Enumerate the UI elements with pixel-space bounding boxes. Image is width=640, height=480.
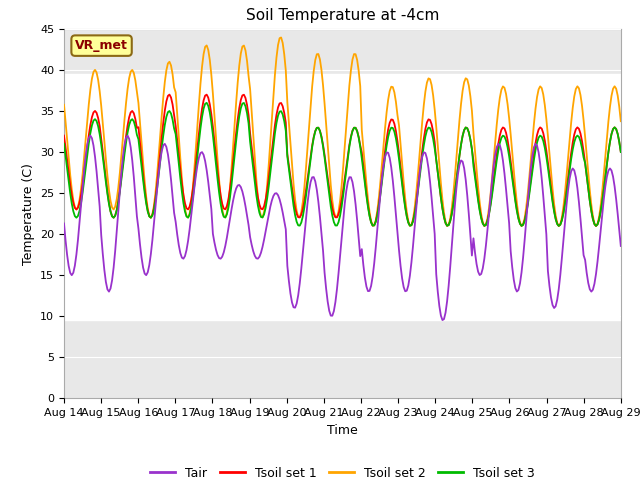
Title: Soil Temperature at -4cm: Soil Temperature at -4cm: [246, 9, 439, 24]
Y-axis label: Temperature (C): Temperature (C): [22, 163, 35, 264]
Bar: [64, 74, 621, 320]
X-axis label: Time: Time: [327, 424, 358, 437]
Legend: Tair, Tsoil set 1, Tsoil set 2, Tsoil set 3: Tair, Tsoil set 1, Tsoil set 2, Tsoil se…: [145, 462, 540, 480]
Text: VR_met: VR_met: [75, 39, 128, 52]
